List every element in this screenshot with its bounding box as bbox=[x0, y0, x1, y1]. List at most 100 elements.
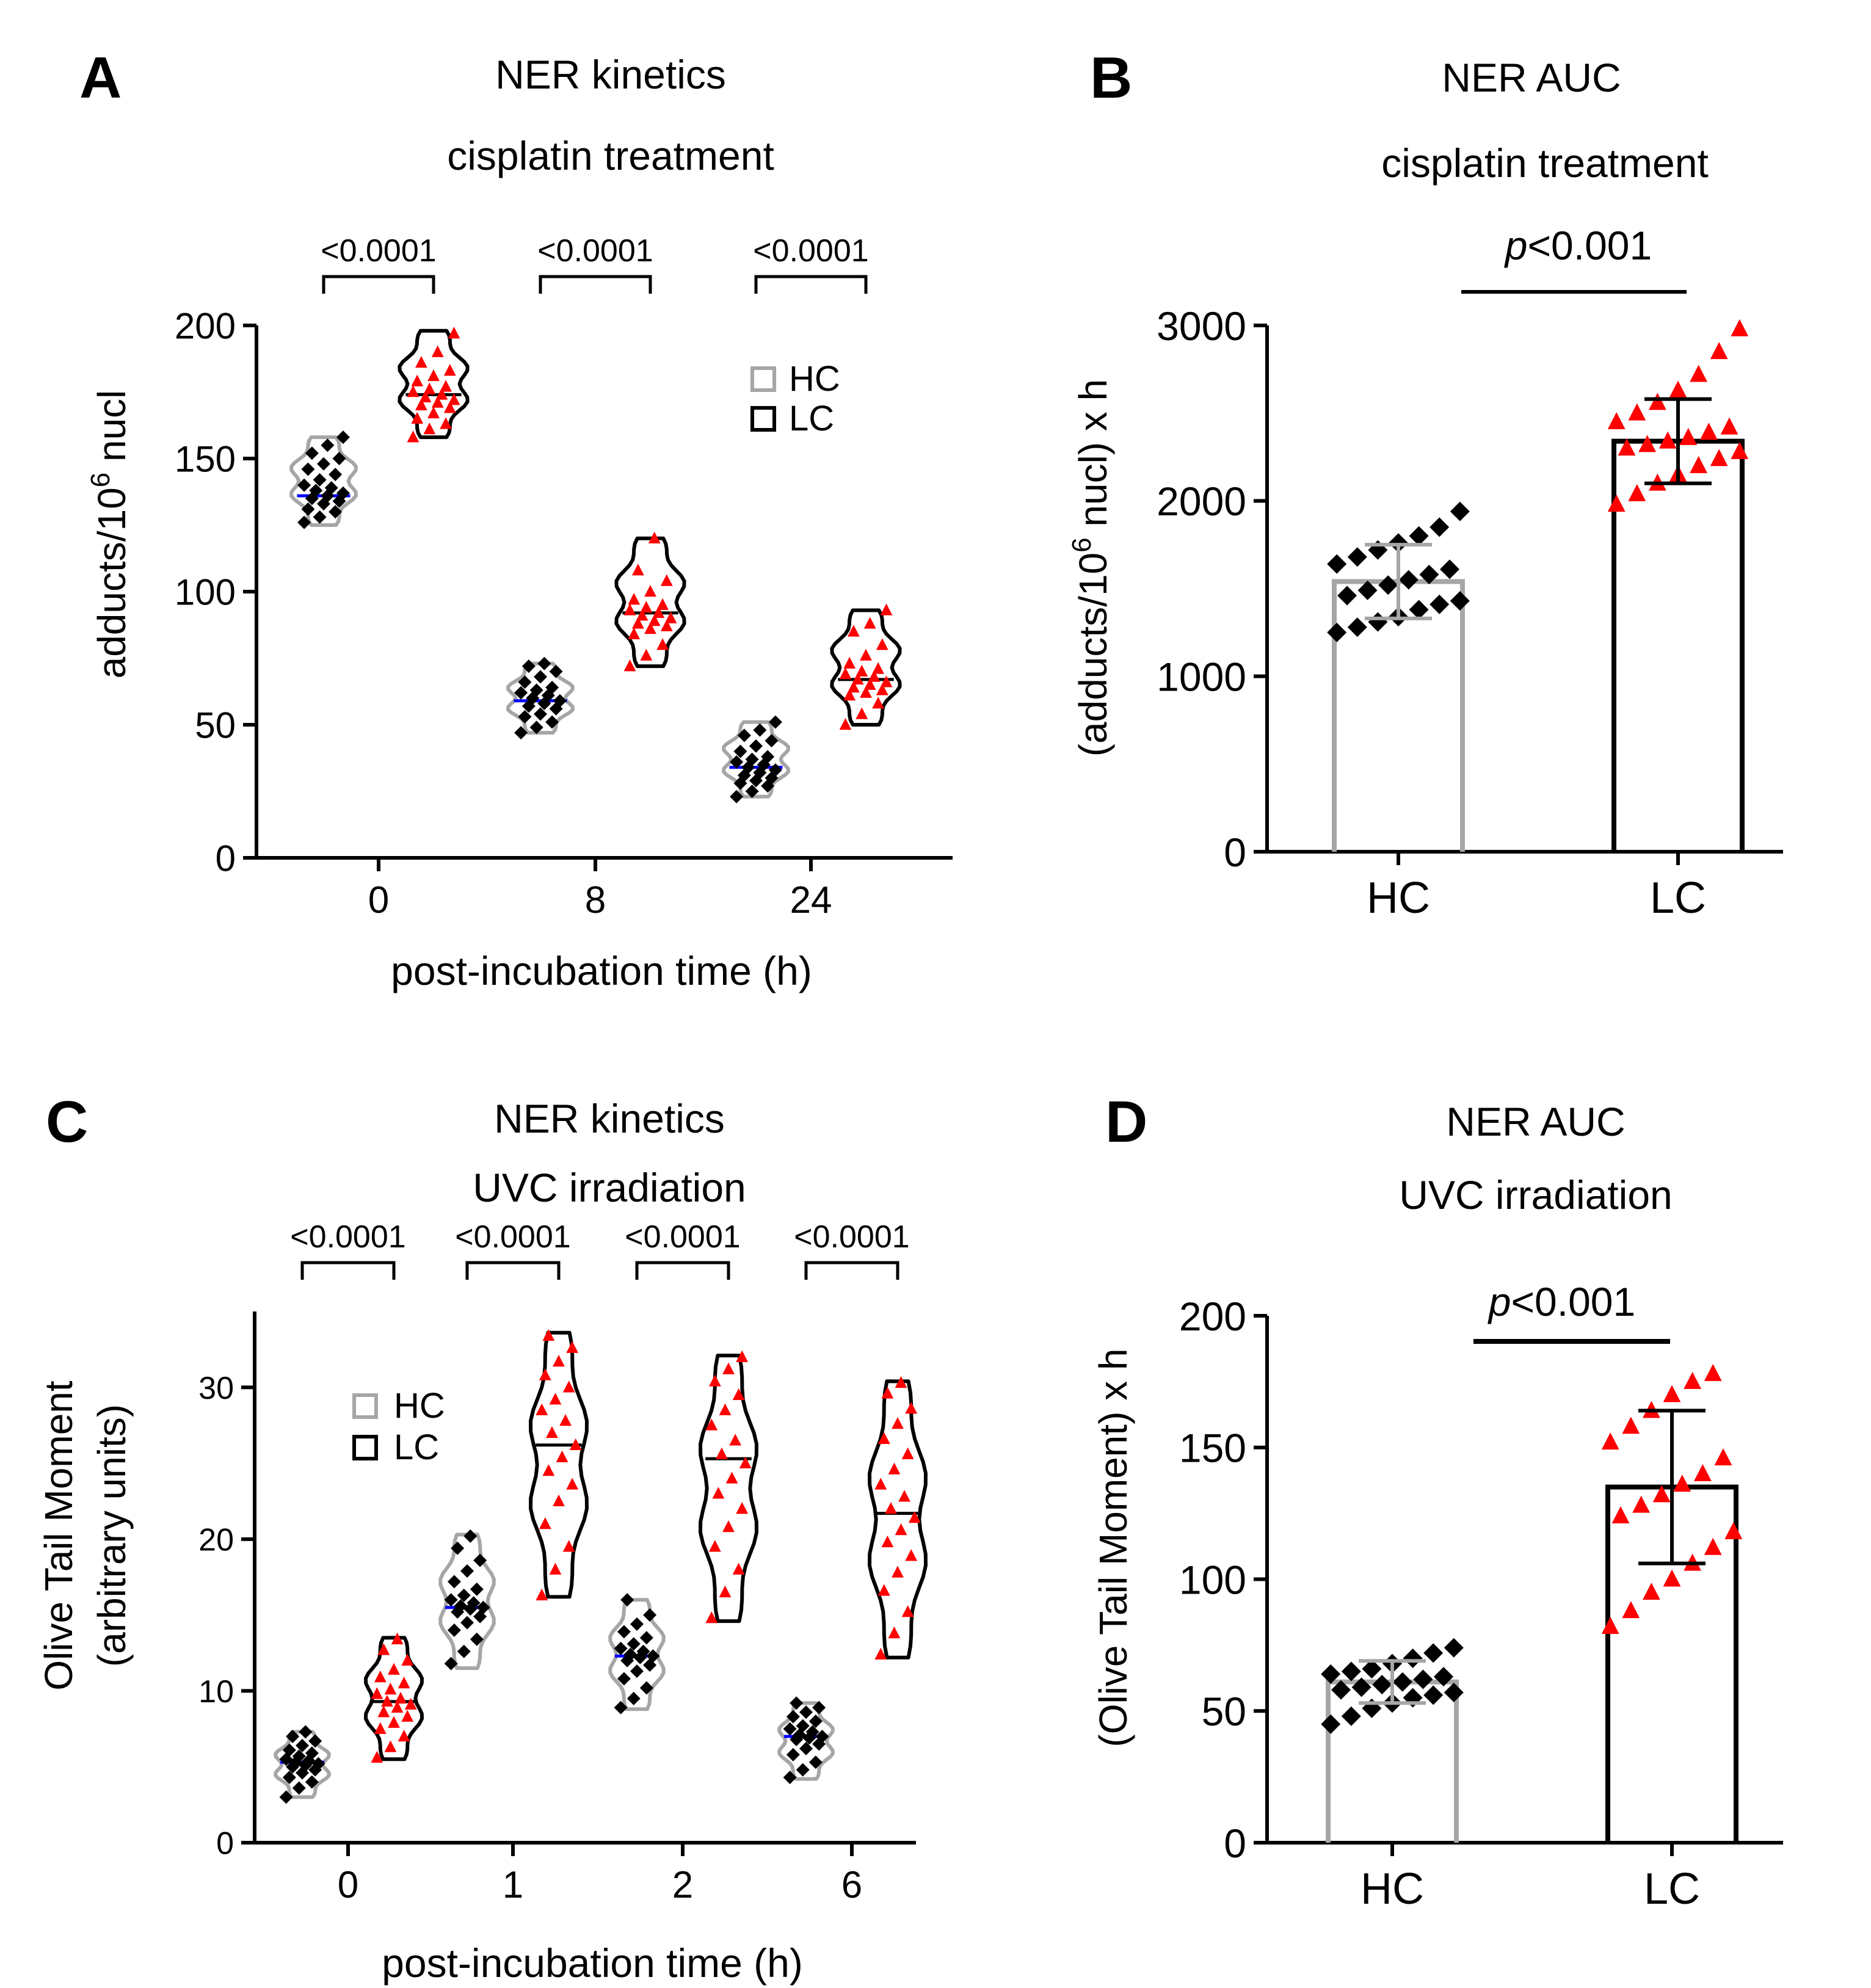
b-point-lc bbox=[1618, 438, 1636, 456]
c-y-tick-label: 10 bbox=[198, 1674, 234, 1710]
a-point-hc bbox=[518, 675, 532, 689]
c-point-hc bbox=[614, 1641, 628, 1655]
d-point-hc bbox=[1444, 1683, 1464, 1703]
a-point-lc bbox=[623, 659, 636, 672]
a-point-hc bbox=[761, 750, 775, 764]
a-point-hc bbox=[745, 752, 759, 766]
b-point-lc bbox=[1700, 423, 1718, 440]
a-violin-lc bbox=[398, 328, 470, 440]
c-point-lc bbox=[729, 1434, 741, 1446]
d-point-hc bbox=[1362, 1659, 1382, 1679]
c-point-hc bbox=[308, 1734, 322, 1748]
d-point-lc bbox=[1673, 1475, 1691, 1492]
b-point-lc bbox=[1690, 455, 1707, 473]
c-point-hc bbox=[796, 1719, 810, 1733]
b-point-lc bbox=[1607, 495, 1626, 512]
c-point-lc bbox=[388, 1716, 400, 1728]
a-violin-lc bbox=[614, 536, 686, 669]
a-point-lc bbox=[448, 327, 460, 339]
panel-a-y-axis: 0 50 100 150 200 bbox=[175, 306, 258, 879]
c-sig-label: <0.0001 bbox=[455, 1219, 570, 1255]
panel-c-letter: C bbox=[46, 1089, 88, 1155]
c-point-lc bbox=[732, 1562, 745, 1575]
a-point-lc bbox=[644, 622, 656, 634]
a-sig-label: <0.0001 bbox=[321, 233, 436, 269]
b-point-lc bbox=[1638, 435, 1656, 452]
a-point-lc bbox=[656, 638, 669, 650]
d-point-lc bbox=[1601, 1617, 1619, 1634]
c-point-lc bbox=[384, 1740, 397, 1752]
a-point-lc bbox=[640, 601, 653, 613]
panel-d-letter: D bbox=[1105, 1089, 1147, 1155]
a-sig-bracket bbox=[539, 275, 652, 294]
legend-lc-swatch bbox=[750, 406, 776, 432]
c-point-hc bbox=[460, 1616, 474, 1630]
c-point-lc bbox=[877, 1432, 890, 1445]
c-point-hc bbox=[299, 1725, 313, 1739]
c-point-lc bbox=[908, 1511, 921, 1523]
c-point-lc bbox=[553, 1494, 565, 1506]
c-point-hc bbox=[808, 1714, 823, 1729]
a-point-lc bbox=[431, 345, 444, 357]
c-point-lc bbox=[881, 1387, 894, 1399]
a-point-hc bbox=[765, 734, 779, 748]
d-point-lc bbox=[1663, 1385, 1681, 1402]
c-point-hc bbox=[786, 1710, 800, 1724]
c-point-lc bbox=[566, 1341, 579, 1353]
d-point-lc bbox=[1704, 1363, 1722, 1381]
d-point-hc bbox=[1321, 1664, 1341, 1684]
a-point-lc bbox=[407, 430, 420, 443]
c-point-hc bbox=[796, 1763, 810, 1777]
a-point-hc bbox=[332, 452, 346, 465]
c-sig-bracket bbox=[804, 1261, 899, 1280]
panel-d-y-axis: 0 50 100 150 200 bbox=[1179, 1294, 1269, 1866]
b-point-hc bbox=[1398, 570, 1419, 590]
c-point-hc bbox=[630, 1664, 644, 1678]
panel-d-x-axis: HC LC bbox=[1267, 1841, 1783, 1914]
c-point-lc bbox=[401, 1710, 414, 1722]
d-point-lc bbox=[1622, 1601, 1640, 1619]
b-point-lc bbox=[1628, 484, 1646, 501]
b-point-hc bbox=[1368, 612, 1388, 632]
c-point-lc bbox=[881, 1535, 894, 1548]
a-point-lc bbox=[411, 374, 424, 386]
b-point-lc bbox=[1669, 380, 1687, 398]
b-x-tick-label: HC bbox=[1367, 874, 1430, 923]
c-point-lc bbox=[895, 1523, 907, 1536]
c-sig-label: <0.0001 bbox=[625, 1219, 740, 1255]
a-point-hc bbox=[317, 457, 330, 471]
a-point-hc bbox=[768, 715, 782, 729]
panel-b-significance: p<0.001 bbox=[1461, 223, 1687, 294]
c-point-hc bbox=[282, 1743, 296, 1757]
c-point-hc bbox=[786, 1747, 800, 1761]
panel-c-y-label-line1: Olive Tail Moment bbox=[37, 1380, 81, 1691]
c-point-lc bbox=[391, 1700, 404, 1713]
c-point-lc bbox=[722, 1520, 735, 1533]
panel-a-letter: A bbox=[79, 45, 122, 111]
b-y-tick-label: 3000 bbox=[1157, 303, 1246, 349]
c-point-hc bbox=[617, 1672, 631, 1686]
legend-hc-label: HC bbox=[789, 359, 840, 399]
c-point-lc bbox=[736, 1350, 749, 1362]
a-point-lc bbox=[431, 396, 444, 408]
c-point-lc bbox=[546, 1426, 558, 1438]
c-point-lc bbox=[725, 1471, 738, 1484]
c-point-lc bbox=[374, 1671, 387, 1683]
a-point-lc bbox=[443, 364, 456, 376]
c-point-lc bbox=[705, 1418, 718, 1431]
c-point-hc bbox=[476, 1600, 490, 1614]
d-point-lc bbox=[1652, 1485, 1671, 1503]
a-point-lc bbox=[644, 585, 656, 597]
a-point-hc bbox=[336, 486, 350, 500]
c-point-hc bbox=[451, 1541, 465, 1555]
c-point-hc bbox=[447, 1575, 461, 1589]
a-point-hc bbox=[301, 502, 315, 516]
a-point-hc bbox=[745, 785, 759, 798]
a-point-lc bbox=[860, 686, 872, 698]
panel-b-title: NER AUC bbox=[1442, 55, 1621, 100]
a-point-lc bbox=[427, 406, 440, 419]
c-violin-hc bbox=[438, 1533, 496, 1671]
c-y-tick-label: 0 bbox=[216, 1826, 234, 1862]
c-violin-lc bbox=[529, 1330, 589, 1599]
panel-c-title: NER kinetics bbox=[494, 1096, 725, 1141]
